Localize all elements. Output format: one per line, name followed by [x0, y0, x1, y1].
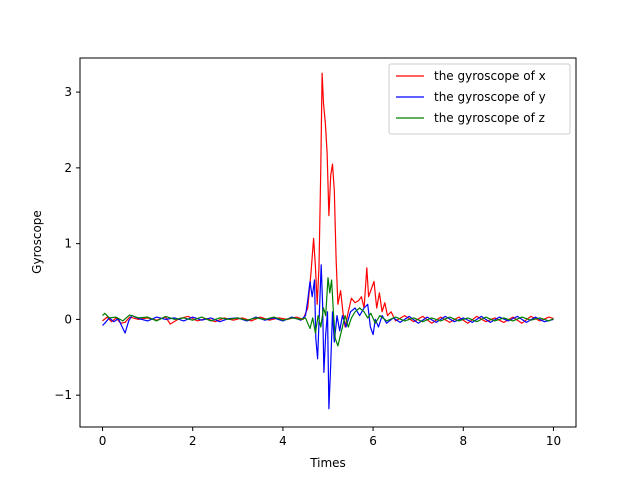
plot-frame [79, 57, 577, 428]
legend-label-1: the gyroscope of y [434, 90, 546, 104]
y-tick-label: −1 [54, 388, 72, 402]
x-axis: 0 2 4 6 8 10 [99, 427, 561, 448]
y-tick-label: 2 [64, 161, 72, 175]
legend-entries: the gyroscope of x the gyroscope of y the … [396, 69, 546, 125]
series-line-0 [102, 72, 554, 328]
y-tick-label: 0 [64, 312, 72, 326]
legend-label-2: the gyroscope of z [434, 111, 545, 125]
y-tick-label: 3 [64, 85, 72, 99]
x-tick-label: 4 [279, 434, 287, 448]
y-axis: −1 0 1 2 3 [54, 85, 80, 402]
y-axis-label: Gyroscope [30, 210, 44, 274]
series-layer [102, 72, 554, 410]
legend-box [388, 63, 571, 135]
x-tick-label: 2 [189, 434, 197, 448]
x-tick-label: 6 [369, 434, 377, 448]
legend-label-0: the gyroscope of x [434, 69, 546, 83]
x-tick-label: 10 [546, 434, 561, 448]
legend: the gyroscope of x the gyroscope of y the … [388, 63, 571, 135]
x-tick-label: 0 [99, 434, 107, 448]
series-line-2 [102, 277, 554, 347]
x-axis-label: Times [309, 456, 346, 470]
y-tick-label: 1 [64, 237, 72, 251]
x-tick-label: 8 [459, 434, 467, 448]
series-line-1 [102, 264, 554, 410]
